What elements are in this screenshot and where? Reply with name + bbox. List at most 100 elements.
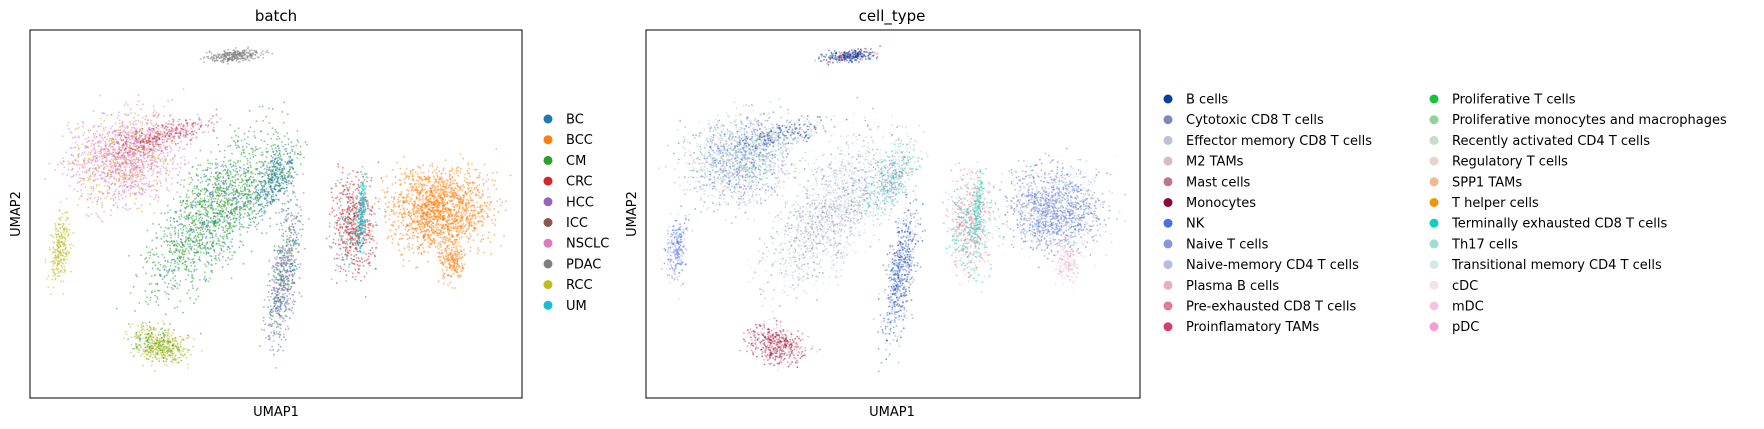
batch-point (150, 185, 152, 188)
batch-point (197, 179, 200, 182)
batch-point (124, 178, 127, 181)
batch-point (106, 172, 109, 175)
batch-point (302, 191, 305, 194)
batch-point (291, 223, 294, 226)
batch-point (92, 139, 95, 142)
batch-point (100, 134, 103, 137)
batch-point (246, 160, 249, 162)
batch-point (136, 275, 138, 278)
batch-point (128, 137, 131, 139)
batch-point (141, 124, 144, 127)
batch-point (283, 192, 285, 195)
batch-point (283, 221, 285, 224)
batch-point (62, 293, 65, 295)
batch-point (56, 249, 59, 251)
batch-point (128, 138, 131, 141)
batch-point (70, 169, 73, 172)
batch-point (73, 136, 76, 139)
batch-point (228, 212, 231, 215)
batch-point (115, 158, 118, 161)
batch-point (60, 261, 63, 264)
batch-point (290, 225, 293, 228)
batch-point (286, 325, 289, 328)
batch-point (285, 264, 287, 267)
batch-point (206, 260, 209, 263)
batch-point (164, 354, 167, 357)
batch-point (199, 231, 202, 234)
batch-point (155, 111, 158, 114)
batch-point (278, 288, 280, 290)
batch-point (201, 236, 204, 239)
batch-point (198, 239, 201, 241)
batch-point (167, 173, 170, 176)
batch-point (142, 156, 145, 159)
batch-point (283, 252, 286, 255)
batch-point (147, 303, 150, 306)
batch-point (271, 191, 274, 194)
batch-point (112, 151, 115, 154)
batch-point (218, 259, 221, 262)
batch-point (244, 201, 247, 203)
batch-point (299, 206, 302, 208)
batch-point (115, 177, 118, 180)
batch-point (159, 182, 162, 184)
batch-point (274, 271, 276, 274)
batch-point (70, 175, 73, 178)
batch-point (170, 129, 173, 131)
batch-point (191, 284, 194, 287)
batch-point (131, 135, 133, 137)
batch-point (166, 219, 169, 221)
batch-point (281, 210, 283, 213)
batch-point (97, 196, 99, 198)
batch-point (98, 134, 101, 137)
batch-point (231, 258, 233, 260)
batch-point (110, 166, 112, 169)
batch-point (135, 141, 138, 143)
batch-point (283, 289, 285, 292)
batch-point (69, 247, 72, 250)
batch-point (93, 124, 96, 127)
batch-point (130, 167, 133, 170)
batch-point (217, 182, 220, 185)
batch-point (223, 149, 226, 152)
batch-point (256, 191, 259, 194)
batch-point (206, 166, 209, 169)
batch-point (228, 232, 231, 235)
batch-point (205, 180, 208, 183)
batch-point (68, 244, 71, 246)
batch-point (212, 217, 215, 220)
batch-point (173, 268, 176, 271)
batch-point (278, 331, 281, 333)
batch-point (236, 191, 239, 194)
batch-point (61, 236, 64, 239)
batch-point (275, 326, 278, 328)
batch-point (287, 195, 289, 197)
batch-point (117, 140, 119, 143)
batch-point (199, 164, 202, 167)
batch-point (126, 333, 128, 336)
batch-point (286, 189, 288, 192)
batch-point (221, 203, 224, 206)
batch-point (215, 233, 217, 236)
batch-point (211, 236, 214, 238)
batch-point (187, 274, 190, 277)
batch-point (192, 193, 194, 195)
batch-point (135, 119, 137, 122)
batch-point (185, 196, 188, 199)
batch-point (270, 331, 273, 334)
batch-point (208, 183, 210, 185)
batch-point (103, 152, 106, 155)
batch-point (134, 112, 136, 114)
batch-point (211, 191, 214, 194)
batch-point (57, 239, 60, 242)
batch-point (280, 181, 283, 184)
batch-point (66, 124, 69, 127)
batch-point (180, 359, 183, 362)
batch-point (169, 244, 172, 247)
batch-point (235, 200, 238, 203)
batch-point (196, 186, 198, 188)
batch-point (190, 264, 193, 267)
batch-point (229, 218, 232, 221)
batch-point (108, 163, 111, 166)
batch-point (78, 167, 81, 170)
